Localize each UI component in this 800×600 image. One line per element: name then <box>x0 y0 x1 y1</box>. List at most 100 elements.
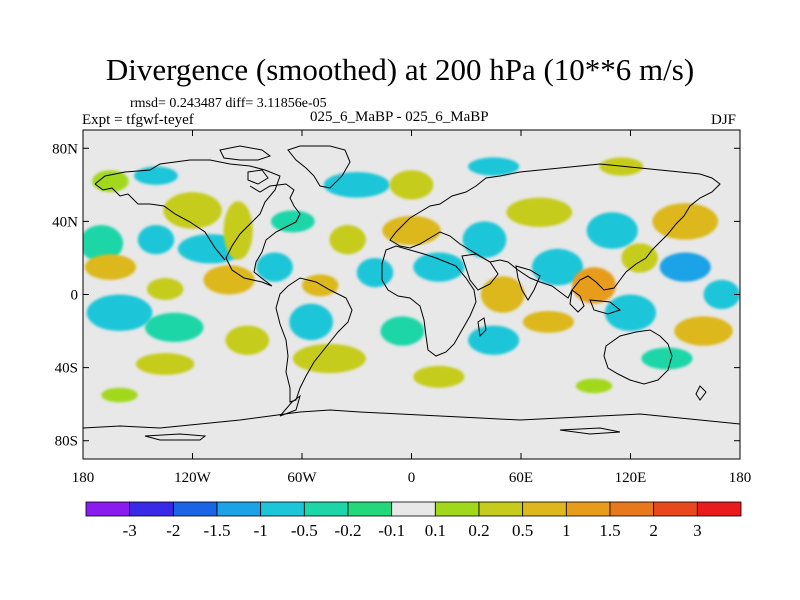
field-blob-25 <box>413 365 465 388</box>
coastline-antarctica <box>83 409 740 429</box>
x-axis: 180 120W 60W 0 60E 120E 180 <box>72 130 752 486</box>
coastline-greenland <box>287 145 351 189</box>
colorbar-label: -1 <box>254 521 268 540</box>
colorbar-swatch <box>478 501 524 517</box>
coastline-south-america <box>275 277 353 403</box>
field-blob-35 <box>621 243 658 273</box>
field-blob-30 <box>531 248 584 286</box>
field-blob-19 <box>329 225 366 255</box>
y-axis: 80N 40N 0 40S 80S <box>52 141 740 450</box>
colorbar-swatch <box>260 501 305 517</box>
field-blob-24 <box>380 316 425 346</box>
field-blob-11 <box>135 352 195 375</box>
coastline-canadian-islands <box>219 145 272 185</box>
field-blob-0 <box>92 170 129 193</box>
x-tick-label: 60W <box>287 470 317 486</box>
field-blob-14 <box>256 252 293 282</box>
field-blob-3 <box>163 192 222 229</box>
season-label: DJF <box>711 112 737 128</box>
field-blob-42 <box>468 157 520 176</box>
colorbar-swatch <box>653 501 698 517</box>
colorbar-label: 1.5 <box>599 521 620 540</box>
coastline-southeast-asia <box>569 289 622 315</box>
coastline-alaska <box>94 183 226 261</box>
field-blob-9 <box>86 294 153 332</box>
coastlines <box>83 145 740 441</box>
field-blob-39 <box>641 347 693 370</box>
field-blob-1 <box>83 225 124 262</box>
field-blob-4 <box>137 225 175 255</box>
field-blob-10 <box>145 312 204 343</box>
y-tick-label: 80S <box>55 434 78 450</box>
field-blob-21 <box>389 170 434 200</box>
field-blob-28 <box>468 325 520 355</box>
colorbar-swatch <box>129 501 174 517</box>
coastline-new-zealand <box>695 385 707 401</box>
field-blob-6 <box>223 201 253 260</box>
field-blob-17 <box>292 343 366 374</box>
colorbar-swatch <box>609 501 655 517</box>
colorbar-swatch <box>434 501 480 517</box>
x-tick-label: 120W <box>174 470 212 486</box>
colorbar-swatch <box>565 501 611 517</box>
y-tick-label: 40N <box>52 214 78 230</box>
field-blob-2 <box>84 254 136 280</box>
field-blob-18 <box>323 172 390 198</box>
colorbar-label: -3 <box>123 521 137 540</box>
coastline-madagascar <box>477 317 487 338</box>
colorbar-label: -1.5 <box>204 521 231 540</box>
experiment-label: Expt = tfgwf-teyef <box>82 112 194 128</box>
colorbar-swatch <box>172 501 218 517</box>
coastline-australia <box>603 329 673 385</box>
colorbar-label: -2 <box>166 521 180 540</box>
field-blob-34 <box>604 294 657 332</box>
colorbar-label: 1 <box>562 521 571 540</box>
field-blob-44 <box>101 387 138 403</box>
field-blob-16 <box>289 303 334 341</box>
colorbar-swatch <box>85 501 131 517</box>
coastline-ross-ice <box>144 427 621 441</box>
x-tick-label: 120E <box>615 470 647 486</box>
colorbar-swatch <box>216 501 262 517</box>
colorbar-label: 3 <box>693 521 702 540</box>
divergence-field <box>83 157 740 403</box>
field-blob-36 <box>652 203 719 240</box>
field-blob-15 <box>302 274 339 297</box>
colorbar-swatch <box>347 501 393 517</box>
field-blob-7 <box>203 265 255 295</box>
colorbar-label: -0.5 <box>291 521 318 540</box>
coastline-antarctic-peninsula <box>279 394 301 417</box>
case-label: 025_6_MaBP - 025_6_MaBP <box>310 109 489 125</box>
colorbar-label: -0.1 <box>378 521 405 540</box>
field-blob-26 <box>462 221 507 258</box>
y-tick-label: 0 <box>71 288 79 304</box>
y-tick-label: 40S <box>55 361 78 377</box>
colorbar-swatch <box>303 501 349 517</box>
x-tick-label: 180 <box>72 470 95 486</box>
x-tick-label: 60E <box>509 470 533 486</box>
coastline-north-america <box>94 159 301 287</box>
colorbar-label: -0.2 <box>335 521 362 540</box>
x-tick-label: 180 <box>729 470 752 486</box>
x-tick-label: 0 <box>408 470 416 486</box>
stats-text: rmsd= 0.243487 diff= 3.11856e-05 <box>130 96 327 111</box>
coastline-india <box>515 265 541 301</box>
field-blob-33 <box>586 212 638 249</box>
field-blob-13 <box>270 210 315 233</box>
colorbar-swatch <box>522 501 567 517</box>
field-blob-38 <box>674 316 733 346</box>
coastline-africa <box>381 245 477 357</box>
colorbar-label: 0.1 <box>425 521 446 540</box>
field-blob-12 <box>225 325 270 355</box>
field-blob-29 <box>506 197 573 227</box>
colorbar-swatch <box>391 501 436 517</box>
field-blob-20 <box>356 257 394 288</box>
y-tick-label: 80N <box>52 141 78 157</box>
field-blob-45 <box>575 378 613 394</box>
field-blob-22 <box>382 215 441 246</box>
field-blob-40 <box>703 279 740 310</box>
coastline-arabia <box>461 253 499 291</box>
colorbar-label: 2 <box>649 521 658 540</box>
field-blob-41 <box>134 166 178 185</box>
